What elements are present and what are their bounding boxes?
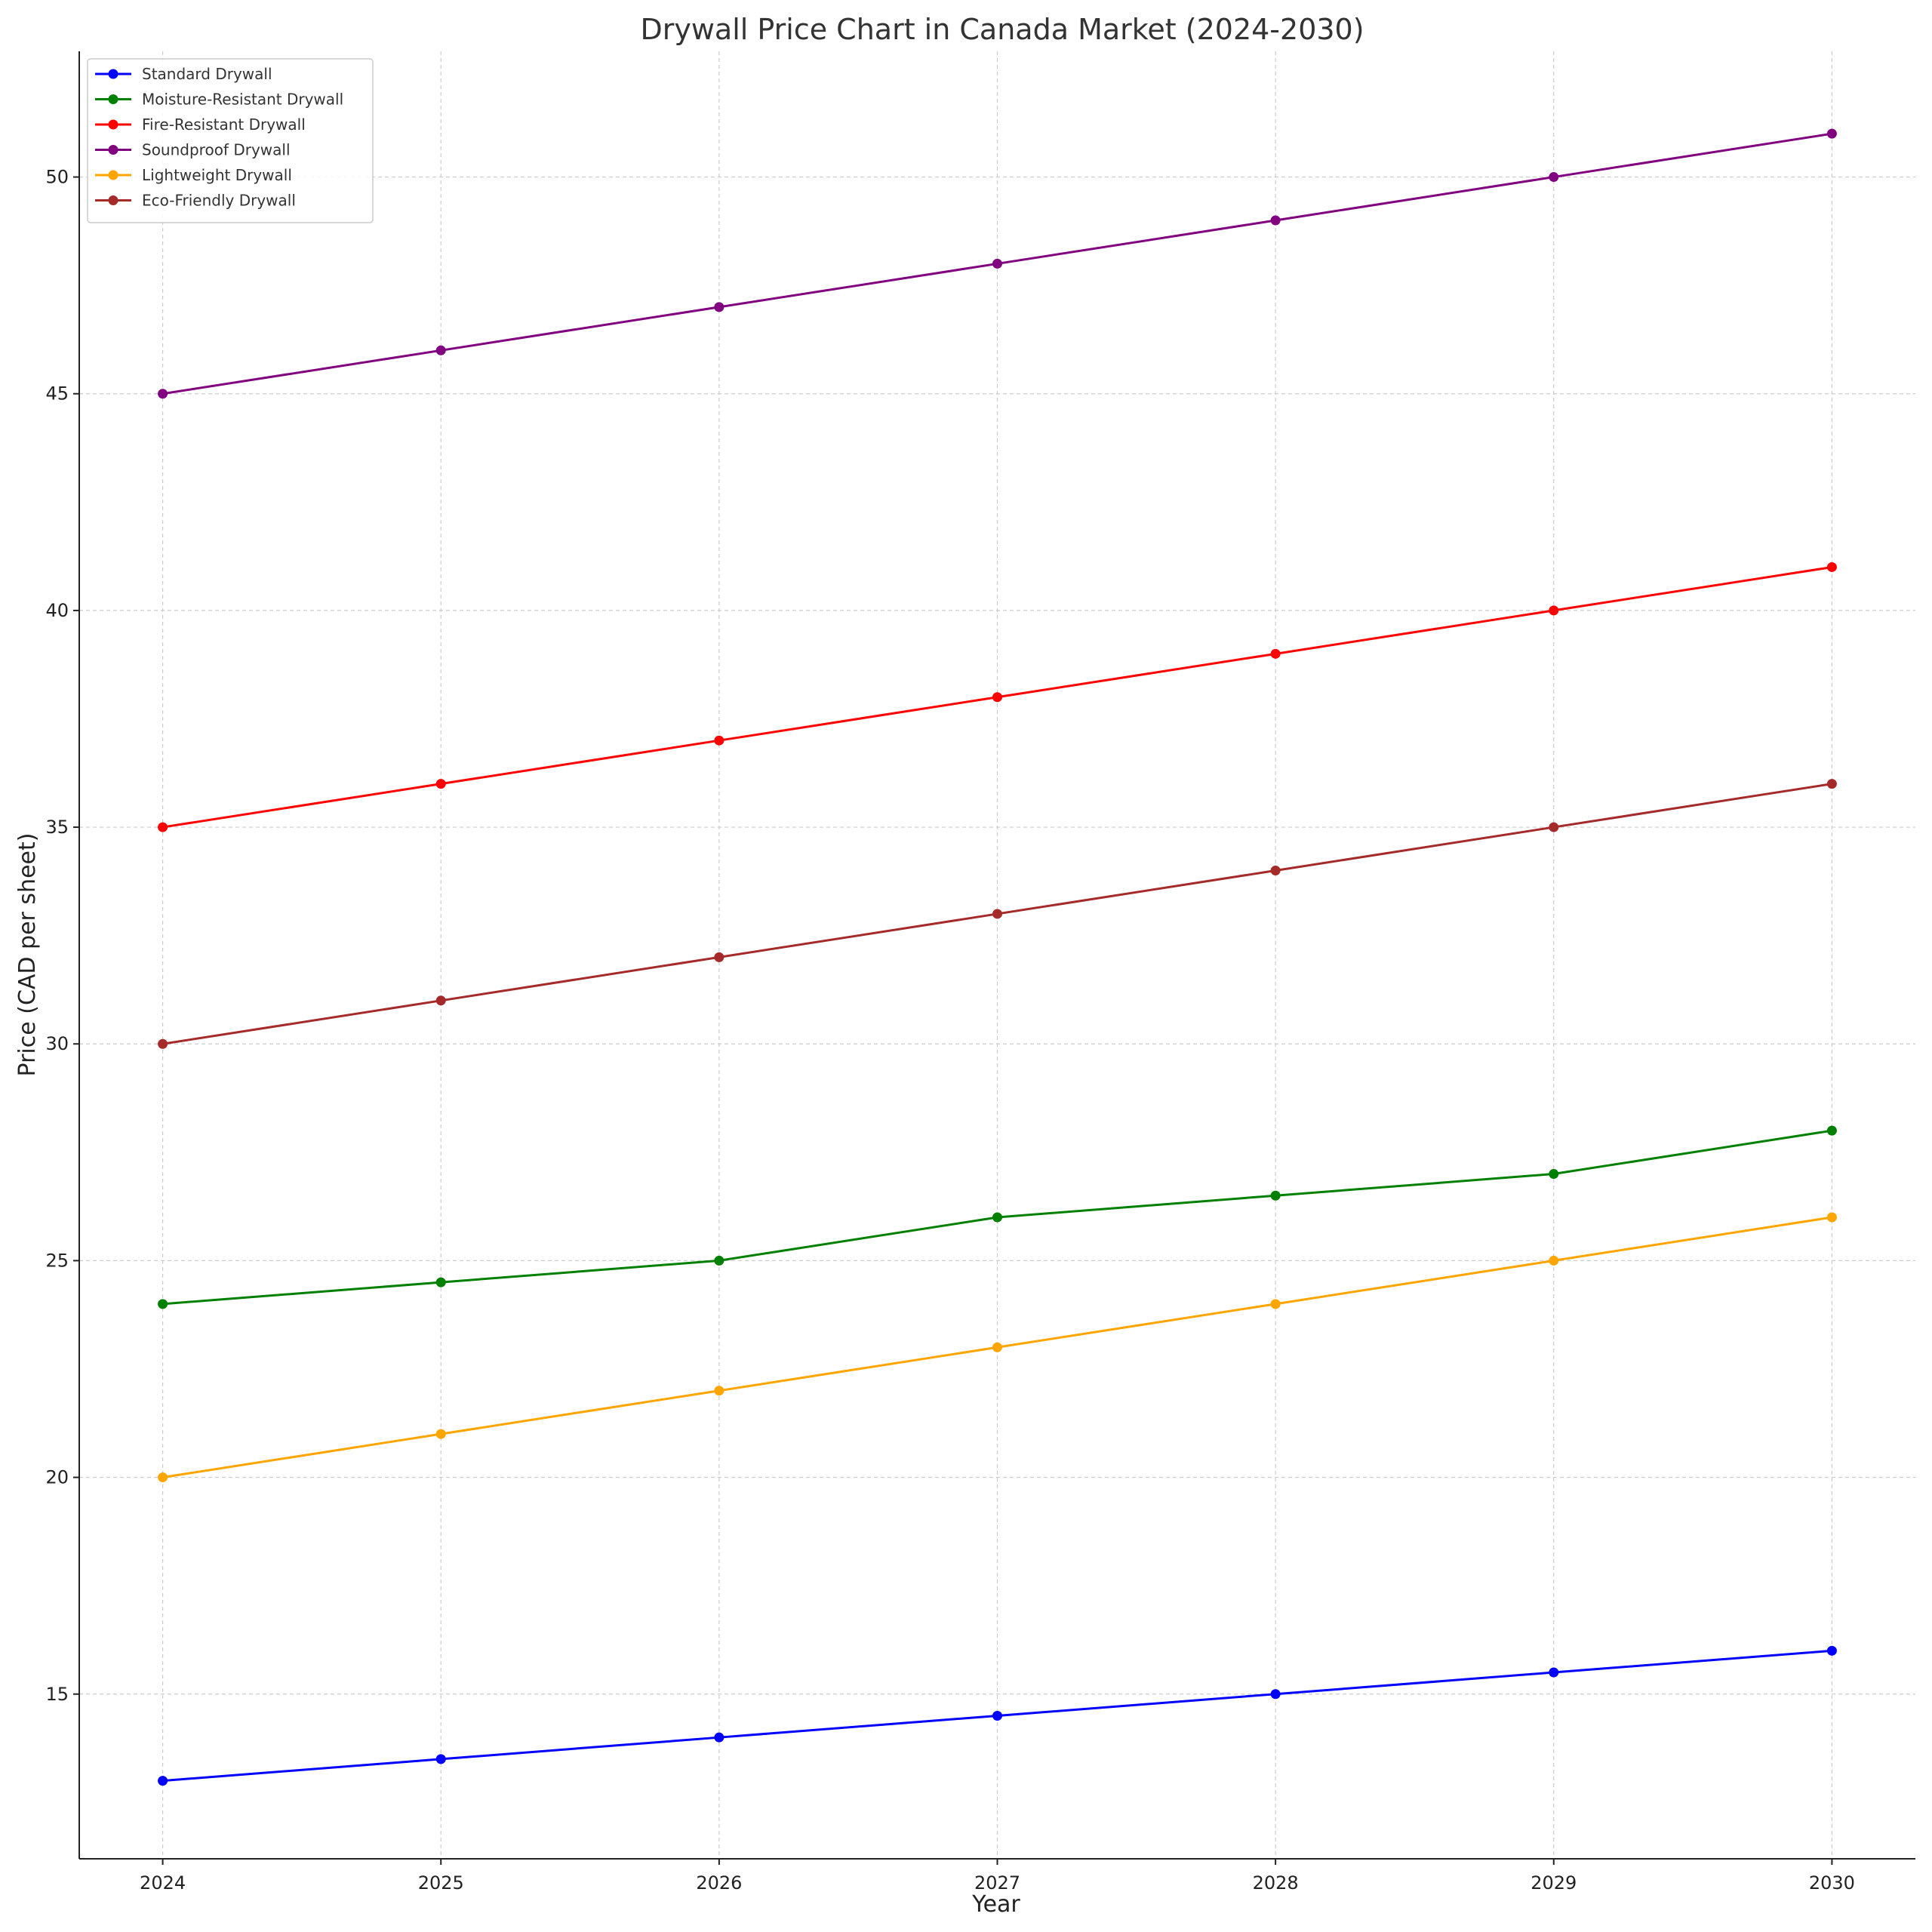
- y-tick-label: 50: [45, 167, 69, 188]
- legend-swatch-marker: [108, 94, 118, 104]
- legend-item: Soundproof Drywall: [95, 141, 291, 159]
- data-point: [1270, 1190, 1281, 1201]
- legend: Standard Drywall Moisture-Resistant Drywa…: [87, 58, 374, 223]
- data-point: [1826, 779, 1837, 789]
- chart-title: Drywall Price Chart in Canada Market (20…: [640, 13, 1364, 46]
- x-tick-label: 2029: [1531, 1872, 1577, 1894]
- x-axis-label: Year: [971, 1891, 1020, 1918]
- data-point: [1549, 822, 1559, 832]
- x-ticks: 2024 2025 2026 2027 2028 2029 2030: [140, 1859, 1855, 1894]
- data-point: [992, 909, 1002, 919]
- legend-item: Eco-Friendly Drywall: [95, 192, 296, 210]
- series-2: [158, 561, 1837, 832]
- data-point: [1549, 1255, 1559, 1266]
- legend-label: Lightweight Drywall: [142, 166, 292, 184]
- data-point: [435, 1277, 446, 1287]
- data-point: [714, 1732, 724, 1743]
- legend-item: Lightweight Drywall: [95, 166, 292, 184]
- data-point: [435, 779, 446, 789]
- legend-swatch-marker: [108, 195, 118, 205]
- data-point: [435, 1429, 446, 1439]
- legend-swatch-marker: [108, 145, 118, 155]
- data-point: [992, 692, 1002, 703]
- y-tick-label: 20: [45, 1467, 69, 1488]
- y-tick-label: 45: [45, 383, 69, 405]
- y-tick-label: 30: [45, 1033, 69, 1054]
- data-point: [435, 1754, 446, 1764]
- legend-label: Fire-Resistant Drywall: [142, 115, 306, 134]
- data-point: [1270, 648, 1281, 659]
- data-point: [158, 1299, 168, 1309]
- data-point: [435, 345, 446, 355]
- legend-label: Standard Drywall: [142, 65, 272, 83]
- series-5: [158, 779, 1837, 1049]
- data-point: [992, 1342, 1002, 1352]
- data-point: [1549, 172, 1559, 183]
- data-point: [1270, 1299, 1281, 1309]
- data-point: [714, 1255, 724, 1266]
- x-tick-label: 2026: [696, 1872, 742, 1894]
- data-point: [1826, 128, 1837, 139]
- data-point: [1549, 1169, 1559, 1180]
- legend-swatch-marker: [108, 119, 118, 130]
- data-point: [1549, 1667, 1559, 1678]
- series-4: [158, 1212, 1837, 1483]
- data-point: [1270, 866, 1281, 876]
- data-point: [1826, 1645, 1837, 1656]
- data-point: [714, 952, 724, 962]
- data-point: [435, 995, 446, 1006]
- legend-label: Moisture-Resistant Drywall: [142, 91, 343, 109]
- data-point: [158, 389, 168, 399]
- data-point: [158, 1472, 168, 1483]
- data-point: [1826, 561, 1837, 572]
- data-point: [1826, 1125, 1837, 1136]
- gridlines: [79, 51, 1915, 1859]
- y-axis-label: Price (CAD per sheet): [14, 833, 41, 1077]
- legend-swatch-marker: [108, 170, 118, 180]
- x-tick-label: 2024: [140, 1872, 186, 1894]
- data-point: [158, 1776, 168, 1786]
- x-tick-label: 2025: [418, 1872, 464, 1894]
- legend-swatch-marker: [108, 69, 118, 79]
- y-ticks: 15 20 25 30 35 40 45 50: [45, 167, 79, 1705]
- data-point: [992, 1710, 1002, 1721]
- series-1: [158, 1125, 1837, 1309]
- data-point: [992, 1212, 1002, 1223]
- data-point: [158, 822, 168, 832]
- series-0: [158, 1645, 1837, 1786]
- x-tick-label: 2027: [974, 1872, 1020, 1894]
- data-point: [1270, 215, 1281, 226]
- legend-box: [87, 58, 374, 223]
- data-point: [714, 735, 724, 746]
- legend-item: Fire-Resistant Drywall: [95, 115, 306, 134]
- series-lines: [158, 128, 1837, 1786]
- y-tick-label: 35: [45, 817, 69, 838]
- y-tick-label: 15: [45, 1684, 69, 1705]
- data-point: [714, 1386, 724, 1396]
- data-point: [714, 302, 724, 312]
- data-point: [1549, 605, 1559, 616]
- y-tick-label: 40: [45, 600, 69, 621]
- y-tick-label: 25: [45, 1250, 69, 1271]
- legend-label: Soundproof Drywall: [142, 141, 291, 159]
- x-tick-label: 2030: [1809, 1872, 1855, 1894]
- series-3: [158, 128, 1837, 399]
- legend-item: Moisture-Resistant Drywall: [95, 91, 343, 109]
- legend-item: Standard Drywall: [95, 65, 272, 83]
- data-point: [1826, 1212, 1837, 1223]
- legend-label: Eco-Friendly Drywall: [142, 192, 296, 210]
- data-point: [992, 258, 1002, 269]
- data-point: [158, 1038, 168, 1049]
- data-point: [1270, 1689, 1281, 1700]
- x-tick-label: 2028: [1253, 1872, 1299, 1894]
